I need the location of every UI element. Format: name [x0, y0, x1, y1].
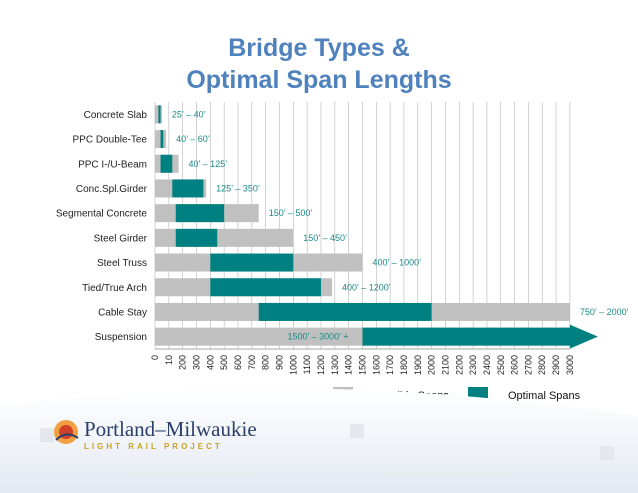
x-tick-label: 2100 — [440, 355, 450, 375]
logo-sun-icon — [54, 420, 79, 444]
range-annotation: 400’ – 1000’ — [372, 258, 421, 268]
x-tick-label: 1600 — [371, 355, 381, 375]
range-annotation: 750’ – 2000’ — [580, 307, 629, 317]
bar-optimal — [158, 105, 161, 124]
category-label: Suspension — [95, 332, 147, 343]
chart-title-line1: Bridge Types & — [228, 34, 410, 62]
x-tick-label: 2700 — [523, 355, 533, 375]
range-annotation: 150’ – 500’ — [269, 208, 313, 218]
x-tick-label: 1300 — [330, 355, 340, 375]
bar-optimal — [172, 179, 204, 198]
x-tick-label: 900 — [274, 355, 284, 370]
x-tick-label: 300 — [191, 355, 201, 370]
chart-title-line2: Optimal Span Lengths — [186, 66, 452, 94]
range-annotation: 150’ – 450’ — [303, 233, 347, 243]
x-tick-label: 200 — [178, 355, 188, 370]
bar-possible — [155, 105, 162, 124]
x-tick-label: 2600 — [510, 355, 520, 375]
bar-optimal — [210, 253, 294, 272]
legend-label-optimal: Optimal Spans — [508, 390, 581, 402]
x-tick-label: 2200 — [454, 355, 464, 375]
x-tick-label: 1100 — [302, 355, 312, 374]
x-tick-label: 1500 — [357, 355, 367, 375]
x-tick-label: 2000 — [427, 355, 437, 375]
footer-decoration — [0, 388, 638, 493]
category-label: Conc.Spl.Girder — [76, 184, 148, 195]
x-tick-label: 3000 — [565, 355, 575, 375]
x-tick-label: 2900 — [551, 355, 561, 375]
x-tick-label: 1700 — [385, 355, 395, 375]
bar-optimal — [160, 154, 173, 173]
x-tick-label: 700 — [247, 355, 257, 370]
x-tick-label: 600 — [233, 355, 243, 370]
x-tick-label: 1400 — [344, 355, 354, 375]
category-label: Tied/True Arch — [82, 283, 147, 294]
range-annotation: 40’ – 60’ — [176, 134, 210, 144]
bar-optimal — [160, 130, 164, 149]
x-tick-label: 2300 — [468, 355, 478, 375]
bar-optimal — [175, 228, 218, 247]
category-label: Segmental Concrete — [56, 209, 148, 220]
x-tick-label: 2800 — [537, 355, 547, 375]
logo-subtitle: LIGHT RAIL PROJECT — [84, 442, 223, 451]
bar-optimal — [362, 324, 598, 349]
category-label: Concrete Slab — [84, 110, 148, 121]
category-label: PPC Double-Tee — [73, 135, 148, 146]
x-tick-label: 1800 — [399, 355, 409, 375]
x-tick-label: 0 — [150, 355, 160, 360]
logo-text: Portland–Milwaukie — [84, 417, 257, 441]
x-tick-label: 10 — [164, 355, 174, 365]
x-tick-label: 400 — [205, 355, 215, 370]
category-label: Steel Girder — [94, 233, 148, 244]
x-tick-label: 2400 — [482, 355, 492, 375]
bar-optimal — [210, 278, 321, 297]
x-tick-label: 800 — [261, 355, 271, 370]
bar-chart: 0 10 200 300 400 500 600 700 800 900 1000 1100 1200 1… — [56, 102, 629, 375]
category-label: Steel Truss — [97, 258, 147, 269]
category-label: Cable Stay — [98, 307, 147, 318]
x-tick-label: 2500 — [496, 355, 506, 375]
range-annotation: 400’ – 1200’ — [342, 282, 391, 292]
range-annotation: 25’ – 40’ — [172, 109, 206, 119]
range-annotation: 1500’ – 3000’ + — [287, 332, 348, 342]
bar-optimal — [175, 204, 225, 223]
range-annotation: 125’ – 350’ — [216, 183, 260, 193]
bar-optimal — [258, 302, 432, 321]
x-tick-label: 1200 — [316, 355, 326, 375]
range-annotation: 40’ – 125’ — [189, 159, 228, 169]
x-tick-label: 1000 — [288, 355, 298, 375]
x-tick-label: 500 — [219, 355, 229, 370]
x-tick-label: 1900 — [413, 355, 423, 375]
category-label: PPC I-/U-Beam — [78, 159, 147, 170]
